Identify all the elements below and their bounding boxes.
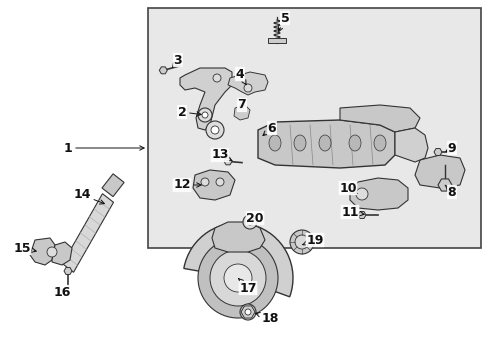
- Circle shape: [198, 108, 212, 122]
- Text: 19: 19: [302, 234, 323, 247]
- Polygon shape: [30, 238, 55, 265]
- Ellipse shape: [318, 135, 330, 151]
- Text: 3: 3: [172, 54, 182, 67]
- Polygon shape: [227, 72, 267, 95]
- Polygon shape: [62, 194, 113, 272]
- Circle shape: [289, 230, 313, 254]
- Text: 16: 16: [53, 285, 71, 298]
- Polygon shape: [212, 222, 264, 252]
- Circle shape: [240, 304, 256, 320]
- Text: 6: 6: [263, 122, 276, 135]
- Ellipse shape: [293, 135, 305, 151]
- Text: 11: 11: [341, 206, 364, 219]
- Ellipse shape: [268, 135, 281, 151]
- Polygon shape: [414, 155, 464, 188]
- Text: 5: 5: [278, 12, 289, 32]
- Circle shape: [216, 178, 224, 186]
- Circle shape: [201, 178, 208, 186]
- Text: 8: 8: [444, 185, 455, 198]
- Circle shape: [209, 250, 265, 306]
- Polygon shape: [349, 178, 407, 210]
- Text: 15: 15: [13, 242, 36, 255]
- Polygon shape: [437, 179, 451, 191]
- Polygon shape: [224, 158, 231, 165]
- Circle shape: [355, 188, 367, 200]
- Text: 17: 17: [238, 279, 256, 294]
- Bar: [148, 8, 480, 248]
- Text: 1: 1: [63, 141, 144, 154]
- Polygon shape: [64, 267, 72, 274]
- Polygon shape: [394, 128, 427, 162]
- Circle shape: [205, 121, 224, 139]
- Polygon shape: [180, 68, 231, 130]
- Circle shape: [198, 238, 278, 318]
- Circle shape: [202, 112, 207, 118]
- Ellipse shape: [348, 135, 360, 151]
- Text: 20: 20: [246, 211, 263, 225]
- Circle shape: [210, 126, 219, 134]
- Polygon shape: [357, 212, 365, 219]
- Circle shape: [213, 74, 221, 82]
- Text: 18: 18: [255, 311, 278, 324]
- Polygon shape: [433, 149, 441, 156]
- Text: 10: 10: [339, 181, 357, 194]
- Circle shape: [47, 247, 57, 257]
- Text: 7: 7: [237, 99, 246, 112]
- Polygon shape: [52, 242, 72, 265]
- Circle shape: [246, 219, 252, 225]
- Ellipse shape: [373, 135, 385, 151]
- Wedge shape: [183, 223, 292, 297]
- Polygon shape: [193, 170, 235, 200]
- Text: 2: 2: [177, 105, 201, 118]
- Circle shape: [244, 309, 250, 315]
- Polygon shape: [339, 105, 419, 132]
- Circle shape: [244, 84, 251, 92]
- Text: 9: 9: [445, 141, 455, 154]
- Bar: [267, 38, 285, 43]
- Polygon shape: [159, 67, 167, 74]
- Circle shape: [224, 264, 251, 292]
- Text: 4: 4: [235, 68, 245, 85]
- Polygon shape: [241, 306, 254, 318]
- Text: 12: 12: [173, 179, 201, 192]
- Text: 14: 14: [73, 189, 104, 204]
- Bar: [102, 174, 124, 197]
- Circle shape: [294, 235, 308, 249]
- Text: 13: 13: [211, 148, 231, 162]
- Polygon shape: [234, 105, 249, 120]
- Circle shape: [243, 215, 257, 229]
- Polygon shape: [258, 120, 394, 168]
